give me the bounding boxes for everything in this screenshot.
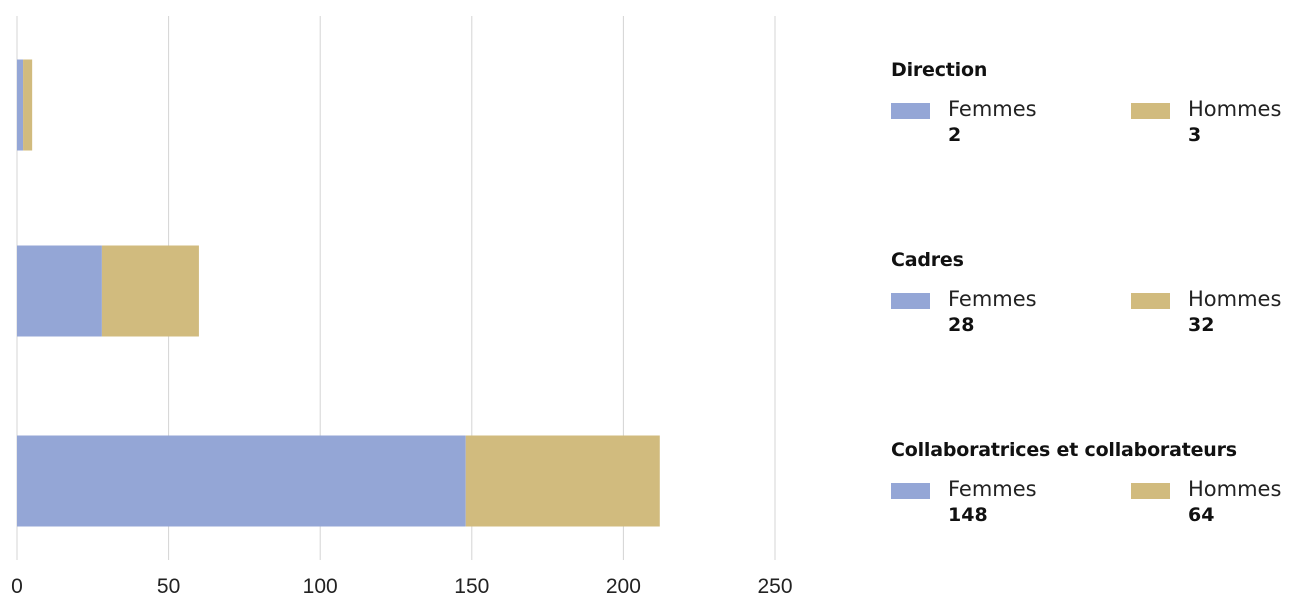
x-tick-label: 200 xyxy=(606,575,641,597)
bar-1-hommes xyxy=(101,245,199,337)
legend-value: 2 xyxy=(948,124,962,146)
x-tick-label: 100 xyxy=(303,575,338,597)
legend-swatch xyxy=(1131,293,1170,309)
legend-series-label: Femmes xyxy=(948,287,1037,311)
bar-0-femmes xyxy=(17,59,24,151)
x-axis: 0 50 100 150 200 250 xyxy=(11,575,792,597)
legend-series-label: Femmes xyxy=(948,97,1037,121)
legend-swatch xyxy=(891,293,930,309)
x-tick-label: 50 xyxy=(157,575,180,597)
x-tick-label: 0 xyxy=(11,575,23,597)
legend-group-title: Collaboratrices et collaborateurs xyxy=(891,439,1237,461)
legend-swatch xyxy=(891,103,930,119)
bar-2-hommes xyxy=(465,435,660,527)
stacked-bar-chart: 0 50 100 150 200 250 xyxy=(11,16,793,597)
legend-value: 148 xyxy=(948,504,988,526)
legend-swatch xyxy=(891,483,930,499)
legend-swatch xyxy=(1131,483,1170,499)
legend-group-title: Cadres xyxy=(891,249,964,271)
x-tick-label: 150 xyxy=(454,575,489,597)
bar-1-femmes xyxy=(17,245,102,337)
bars xyxy=(17,59,660,527)
legend-series-label: Femmes xyxy=(948,477,1037,501)
legend-series-label: Hommes xyxy=(1188,287,1282,311)
legend-value: 64 xyxy=(1188,504,1215,526)
legend-group-title: Direction xyxy=(891,59,988,81)
legend-series-label: Hommes xyxy=(1188,97,1282,121)
legend: Direction Femmes 2 Hommes 3 Cadres Femmes 28 Hom… xyxy=(891,0,1301,597)
bar-2-femmes xyxy=(17,435,466,527)
legend-value: 28 xyxy=(948,314,975,336)
legend-value: 3 xyxy=(1188,124,1202,146)
legend-value: 32 xyxy=(1188,314,1215,336)
legend-swatch xyxy=(1131,103,1170,119)
bar-0-hommes xyxy=(23,59,33,151)
x-tick-label: 250 xyxy=(757,575,792,597)
legend-series-label: Hommes xyxy=(1188,477,1282,501)
